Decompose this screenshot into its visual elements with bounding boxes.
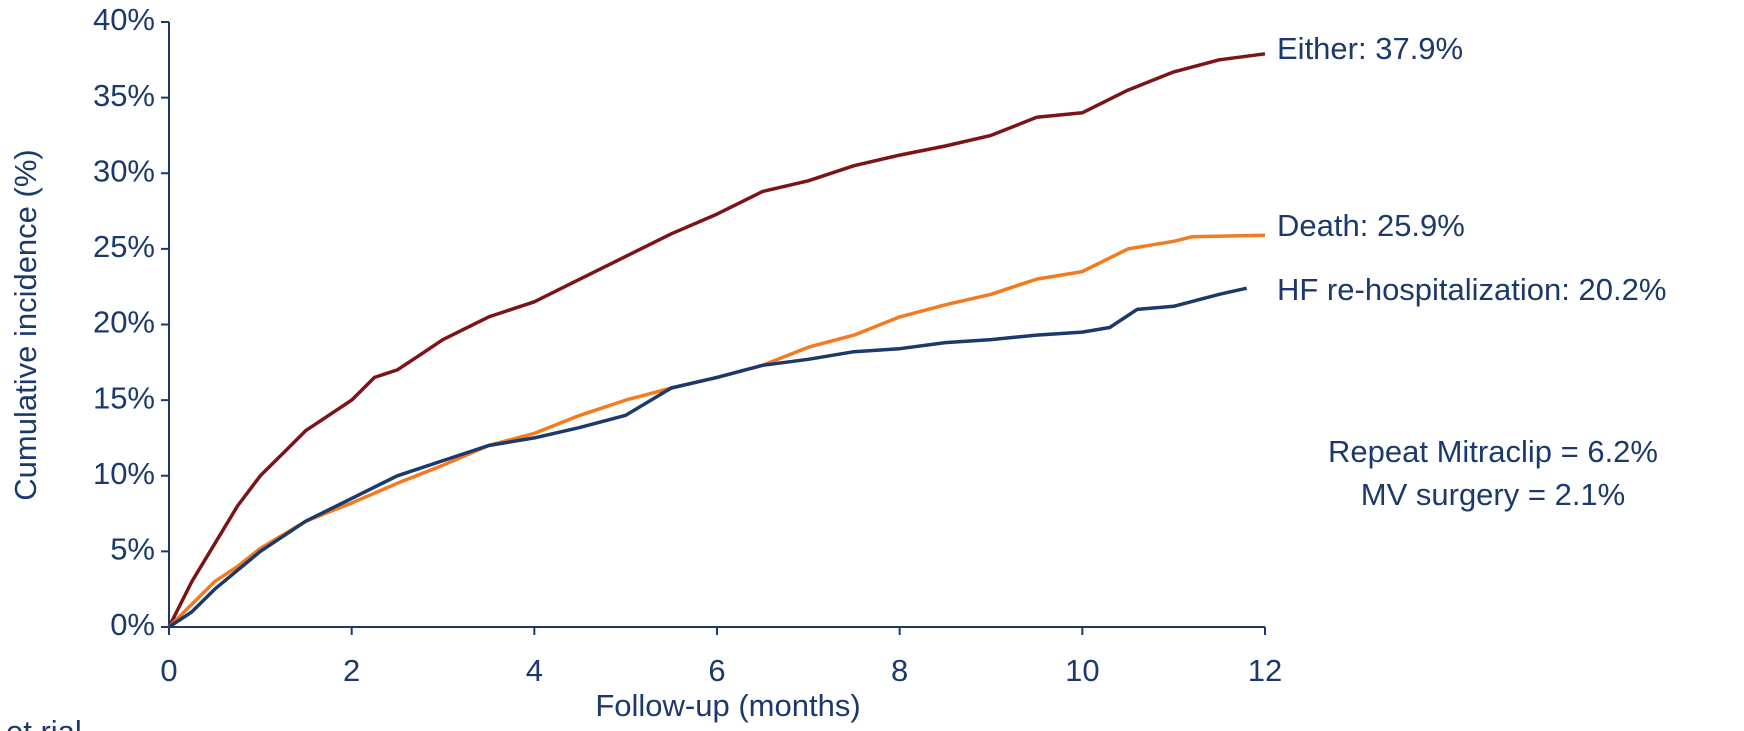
series-label: Death: 25.9% [1277, 208, 1465, 243]
annotation: et rial [6, 714, 82, 731]
y-tick-label: 15% [93, 380, 155, 415]
line [169, 54, 1265, 627]
y-axis-title: Cumulative incidence (%) [8, 149, 43, 500]
series-label: Either: 37.9% [1277, 31, 1463, 66]
y-tick-label: 10% [93, 456, 155, 491]
line [169, 235, 1265, 627]
x-axis-title: Follow-up (months) [595, 688, 860, 723]
y-tick-label: 35% [93, 78, 155, 113]
y-tick-label: 40% [93, 2, 155, 37]
x-tick-label: 6 [708, 653, 725, 688]
page: Cumulative incidence (%) Follow-up (mont… [0, 0, 1744, 731]
y-tick-label: 5% [110, 532, 155, 567]
x-tick-label: 12 [1248, 653, 1282, 688]
x-tick-label: 0 [160, 653, 177, 688]
annotation: MV surgery = 2.1% [1361, 477, 1625, 512]
y-tick-label: 25% [93, 229, 155, 264]
x-tick-label: 2 [343, 653, 360, 688]
annotation: Repeat Mitraclip = 6.2% [1328, 434, 1658, 469]
line [169, 288, 1247, 627]
x-tick-label: 4 [526, 653, 543, 688]
series-label: HF re-hospitalization: 20.2% [1277, 272, 1666, 307]
y-tick-label: 0% [110, 607, 155, 642]
x-tick-label: 10 [1065, 653, 1099, 688]
x-tick-label: 8 [891, 653, 908, 688]
y-tick-label: 30% [93, 153, 155, 188]
chart: Cumulative incidence (%) Follow-up (mont… [0, 0, 1744, 731]
y-tick-label: 20% [93, 305, 155, 340]
